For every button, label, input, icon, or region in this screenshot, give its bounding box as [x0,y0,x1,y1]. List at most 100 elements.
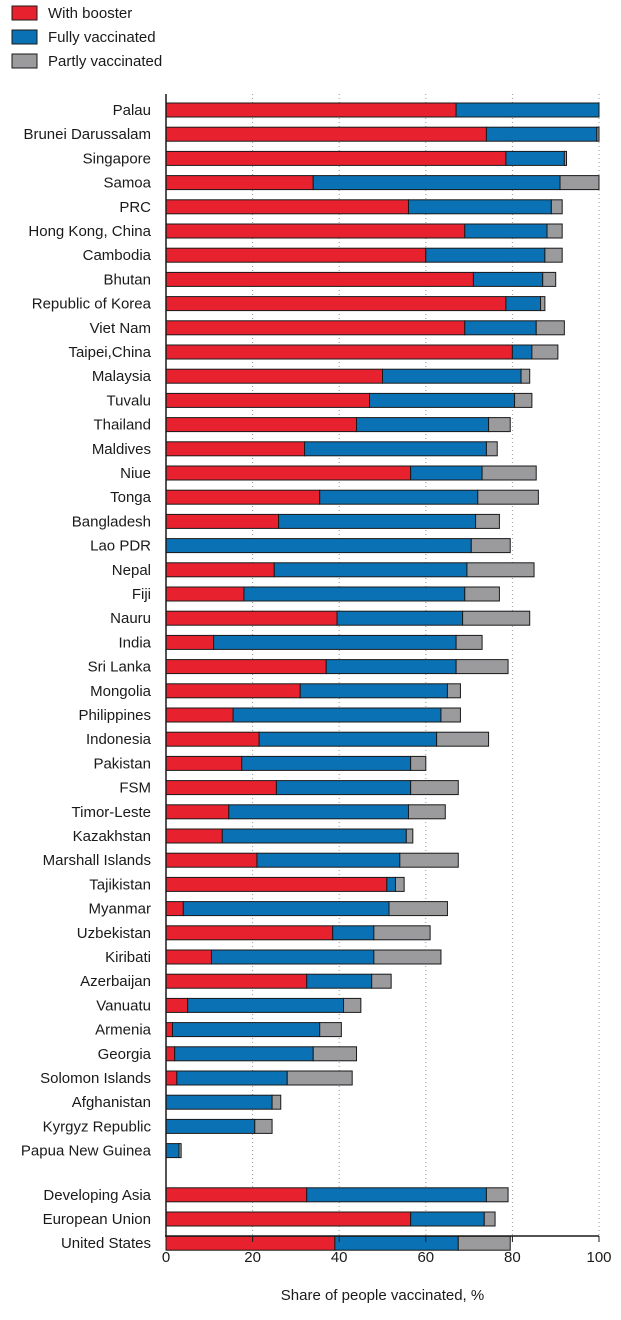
category-label: Singapore [83,150,151,167]
bar-fully-vaccinated [312,175,561,191]
category-label: United States [61,1235,151,1252]
bar-fully-vaccinated [304,441,487,457]
category-label: India [118,634,151,651]
bar-with-booster [165,1046,176,1062]
category-label: Pakistan [93,755,151,772]
bar-partly-vaccinated [271,1094,282,1110]
bar-partly-vaccinated [455,634,483,650]
bar-fully-vaccinated [165,538,472,554]
bar-partly-vaccinated [485,441,498,457]
category-label: PRC [119,199,151,216]
bar-fully-vaccinated [306,1187,487,1203]
category-label: Tuvalu [107,392,151,409]
bar-fully-vaccinated [241,755,412,771]
bar-fully-vaccinated [165,1143,180,1159]
bar-fully-vaccinated [511,344,533,360]
bar-partly-vaccinated [563,150,568,166]
category-label: Nepal [112,562,151,579]
bar-with-booster [165,683,301,699]
category-label: FSM [119,780,151,797]
bar-partly-vaccinated [535,320,565,336]
bar-fully-vaccinated [325,659,457,675]
category-label: Malaysia [92,368,152,385]
bar-partly-vaccinated [394,876,405,892]
bar-partly-vaccinated [483,1211,496,1227]
bar-partly-vaccinated [373,949,442,965]
bar-partly-vaccinated [531,344,559,360]
category-label: Bhutan [103,271,151,288]
bar-with-booster [165,126,487,142]
category-label: Mongolia [90,683,152,700]
bar-fully-vaccinated [505,296,542,312]
category-label: Viet Nam [90,320,151,337]
bar-with-booster [165,562,275,578]
bar-fully-vaccinated [299,683,448,699]
bar-with-booster [165,780,277,796]
bar-with-booster [165,828,223,844]
category-label: European Union [43,1211,151,1228]
bar-fully-vaccinated [356,417,490,433]
bar-fully-vaccinated [165,1094,273,1110]
bar-fully-vaccinated [386,876,396,892]
bar-partly-vaccinated [405,828,414,844]
bar-with-booster [165,804,230,820]
bar-partly-vaccinated [466,562,535,578]
bar-fully-vaccinated [278,513,477,529]
bar-fully-vaccinated [275,780,412,796]
category-label: Uzbekistan [77,925,151,942]
bar-with-booster [165,368,383,384]
bar-partly-vaccinated [488,417,511,433]
category-label: Timor-Leste [72,804,151,821]
bar-with-booster [165,271,474,287]
bar-partly-vaccinated [546,223,563,239]
bar-fully-vaccinated [187,997,345,1013]
bar-with-booster [165,223,466,239]
legend-fully-vaccinated-swatch [11,29,38,45]
bar-fully-vaccinated [243,586,466,602]
category-label: Tajikistan [89,876,151,893]
bar-with-booster [165,247,427,263]
category-label: Bangladesh [72,513,151,530]
bar-partly-vaccinated [286,1070,353,1086]
bar-fully-vaccinated [176,1070,288,1086]
legend-with-booster-label: With booster [48,5,132,22]
category-label: Kazakhstan [73,828,151,845]
bar-partly-vaccinated [373,925,431,941]
bar-partly-vaccinated [254,1118,273,1134]
category-label: Marshall Islands [43,852,151,869]
bar-fully-vaccinated [410,465,483,481]
bar-fully-vaccinated [407,199,552,215]
bar-partly-vaccinated [440,707,461,723]
bar-fully-vaccinated [464,320,537,336]
bar-partly-vaccinated [470,538,511,554]
bar-with-booster [165,1187,308,1203]
bar-with-booster [165,949,212,965]
x-tick-label: 100 [586,1249,611,1266]
legend-partly-vaccinated-label: Partly vaccinated [48,53,162,70]
bar-with-booster [165,901,184,917]
bar-with-booster [165,997,189,1013]
bar-partly-vaccinated [485,1187,509,1203]
bar-with-booster [165,659,327,675]
bar-with-booster [165,296,507,312]
legend-with-booster-swatch [11,5,38,21]
category-label: Solomon Islands [40,1070,151,1087]
category-label: Lao PDR [90,538,151,555]
bar-fully-vaccinated [232,707,442,723]
x-tick-label: 20 [244,1249,261,1266]
bar-partly-vaccinated [544,247,563,263]
bar-with-booster [165,199,409,215]
bar-fully-vaccinated [334,1235,459,1251]
category-label: Afghanistan [72,1094,151,1111]
bar-partly-vaccinated [550,199,563,215]
bar-fully-vaccinated [273,562,468,578]
bar-fully-vaccinated [171,1022,321,1038]
bar-with-booster [165,925,334,941]
x-tick-label: 80 [504,1249,521,1266]
bar-with-booster [165,465,412,481]
bar-partly-vaccinated [371,973,392,989]
bar-fully-vaccinated [210,949,375,965]
bar-with-booster [165,513,280,529]
category-label: Sri Lanka [88,659,152,676]
bar-with-booster [165,1211,412,1227]
